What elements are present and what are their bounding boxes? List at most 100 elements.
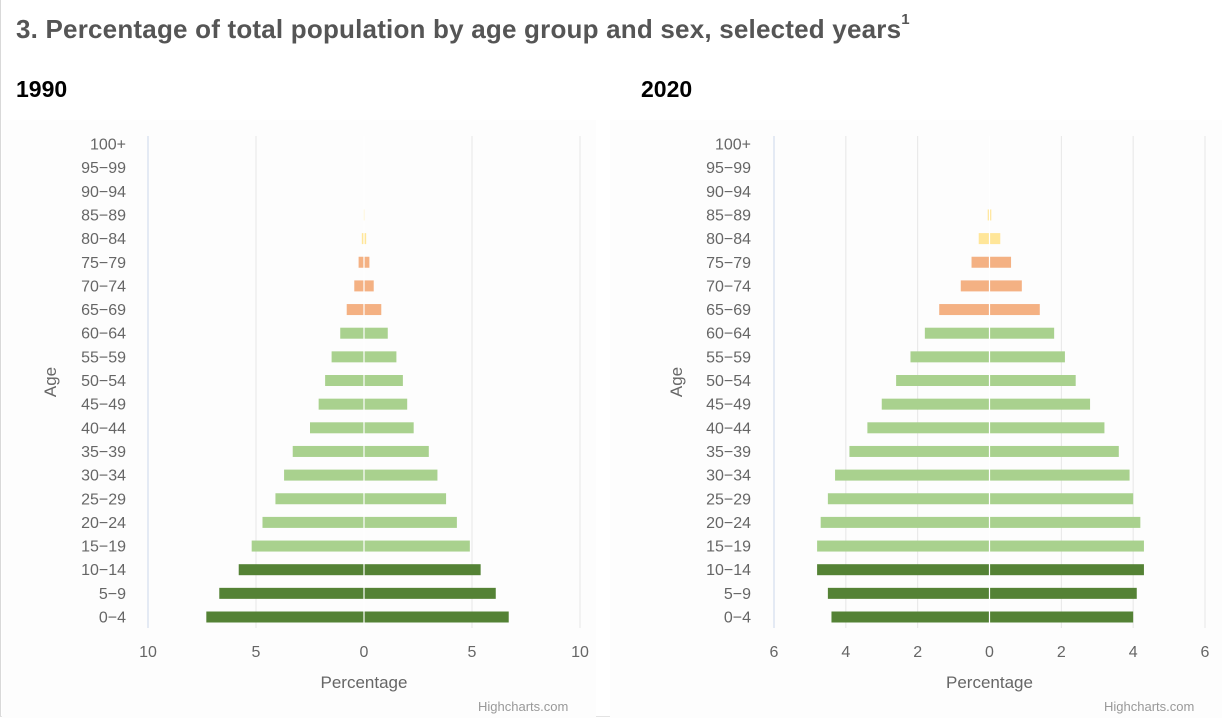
age-tick-label: 0−4 <box>724 610 751 627</box>
bar-right[interactable] <box>989 233 1001 245</box>
bar-left[interactable] <box>817 540 990 552</box>
bar-left[interactable] <box>939 304 990 316</box>
bar-left[interactable] <box>340 327 364 339</box>
x-tick-label: 2 <box>1057 644 1066 661</box>
age-tick-label: 30−34 <box>81 468 126 485</box>
y-axis-title: Age <box>41 367 60 397</box>
bar-left[interactable] <box>292 445 364 457</box>
age-tick-label: 40−44 <box>81 420 126 437</box>
bar-left[interactable] <box>219 587 364 599</box>
bar-right[interactable] <box>989 209 992 221</box>
bar-left[interactable] <box>346 304 364 316</box>
age-tick-label: 20−24 <box>706 515 751 532</box>
bar-left[interactable] <box>206 611 364 623</box>
bar-right[interactable] <box>364 540 470 552</box>
age-tick-label: 55−59 <box>706 349 751 366</box>
bar-right[interactable] <box>989 304 1040 316</box>
bar-right[interactable] <box>989 493 1134 505</box>
age-tick-label: 20−24 <box>81 515 126 532</box>
bar-left[interactable] <box>849 445 990 457</box>
bar-right[interactable] <box>989 351 1065 363</box>
x-axis-title: Percentage <box>321 673 408 692</box>
age-tick-label: 55−59 <box>81 349 126 366</box>
bar-right[interactable] <box>989 375 1076 386</box>
bar-left[interactable] <box>835 469 990 481</box>
bar-left[interactable] <box>987 209 990 221</box>
bar-right[interactable] <box>989 327 1055 339</box>
bar-left[interactable] <box>896 375 990 386</box>
bar-right[interactable] <box>364 233 367 245</box>
bar-left[interactable] <box>978 233 990 245</box>
bar-left[interactable] <box>284 469 364 481</box>
bar-left[interactable] <box>358 256 364 268</box>
bar-right[interactable] <box>989 564 1144 576</box>
bar-left[interactable] <box>831 611 990 623</box>
age-tick-label: 75−79 <box>706 255 751 272</box>
bar-right[interactable] <box>364 445 429 457</box>
bar-right[interactable] <box>989 256 1012 268</box>
bar-right[interactable] <box>364 516 457 528</box>
bar-left[interactable] <box>310 422 364 434</box>
age-tick-label: 25−29 <box>706 491 751 508</box>
bar-right[interactable] <box>989 469 1130 481</box>
credits-link-1990[interactable]: Highcharts.com <box>478 699 569 714</box>
bar-left[interactable] <box>331 351 364 363</box>
bar-right[interactable] <box>364 611 509 623</box>
bar-right[interactable] <box>989 445 1119 457</box>
x-tick-label: 6 <box>1201 644 1210 661</box>
bar-left[interactable] <box>251 540 364 552</box>
age-tick-label: 10−14 <box>81 562 126 579</box>
bar-left[interactable] <box>960 280 990 292</box>
bar-left[interactable] <box>910 351 990 363</box>
x-axis-title: Percentage <box>946 673 1033 692</box>
bar-left[interactable] <box>361 233 364 245</box>
bar-left[interactable] <box>924 327 990 339</box>
bar-left[interactable] <box>881 398 990 410</box>
credits-link-2020[interactable]: Highcharts.com <box>1104 699 1195 714</box>
bar-left[interactable] <box>827 493 990 505</box>
bar-left[interactable] <box>238 564 364 576</box>
age-tick-label: 5−9 <box>99 586 126 603</box>
age-tick-label: 40−44 <box>706 420 751 437</box>
bar-left[interactable] <box>817 564 990 576</box>
x-tick-label: 2 <box>913 644 922 661</box>
pyramid-chart-1990: 10 5 0 5 10 0−4 5−9 10−14 15−19 20−24 25−29 30−34 35… <box>41 136 589 692</box>
age-tick-label: 45−49 <box>81 397 126 414</box>
bar-right[interactable] <box>989 587 1137 599</box>
bar-left[interactable] <box>318 398 364 410</box>
bar-right[interactable] <box>364 469 438 481</box>
bar-right[interactable] <box>364 564 481 576</box>
bar-left[interactable] <box>820 516 990 528</box>
bar-right[interactable] <box>364 351 397 363</box>
bar-right[interactable] <box>364 304 382 316</box>
bar-right[interactable] <box>364 375 403 386</box>
bar-left[interactable] <box>262 516 364 528</box>
bar-left[interactable] <box>325 375 364 386</box>
y-axis-title: Age <box>667 367 686 397</box>
bar-right[interactable] <box>989 422 1105 434</box>
bar-right[interactable] <box>989 280 1022 292</box>
age-tick-label: 100+ <box>715 137 751 154</box>
bar-right[interactable] <box>364 587 496 599</box>
age-tick-label: 60−64 <box>81 326 126 343</box>
bar-right[interactable] <box>989 611 1134 623</box>
age-tick-label: 70−74 <box>706 278 751 295</box>
bar-right[interactable] <box>364 493 447 505</box>
bar-left[interactable] <box>354 280 364 292</box>
age-tick-label: 10−14 <box>706 562 751 579</box>
bar-right[interactable] <box>989 540 1144 552</box>
bar-right[interactable] <box>989 516 1141 528</box>
bar-right[interactable] <box>364 256 370 268</box>
bar-right[interactable] <box>364 398 408 410</box>
age-tick-label: 80−84 <box>706 231 751 248</box>
bar-left[interactable] <box>275 493 364 505</box>
bar-left[interactable] <box>867 422 990 434</box>
bar-right[interactable] <box>364 280 374 292</box>
bar-right[interactable] <box>989 398 1091 410</box>
bar-left[interactable] <box>827 587 990 599</box>
bar-left[interactable] <box>971 256 990 268</box>
age-tick-label: 25−29 <box>81 491 126 508</box>
bar-right[interactable] <box>364 422 414 434</box>
age-tick-label: 80−84 <box>81 231 126 248</box>
bar-right[interactable] <box>364 327 388 339</box>
